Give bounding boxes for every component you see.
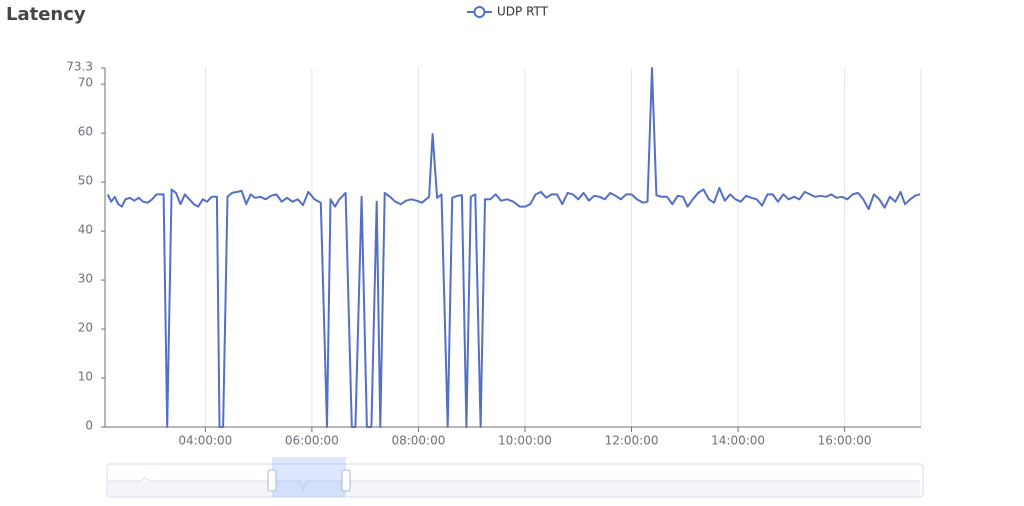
zoom-move-handle[interactable] [272, 457, 346, 464]
y-tick-label: 30 [78, 272, 93, 286]
zoom-handle-right[interactable] [341, 469, 351, 492]
x-tick-label: 10:00:00 [498, 434, 552, 448]
y-tick-label: 10 [78, 370, 93, 384]
zoom-preview [108, 481, 920, 496]
data-zoom[interactable] [106, 457, 924, 498]
zoom-window[interactable] [272, 464, 346, 497]
legend-marker [473, 6, 486, 18]
x-tick-label: 08:00:00 [391, 434, 445, 448]
x-tick-label: 16:00:00 [818, 434, 872, 448]
x-tick-label: 12:00:00 [605, 434, 659, 448]
legend-item[interactable]: UDP RTT [467, 5, 549, 19]
legend-label: UDP RTT [497, 5, 549, 19]
y-tick-label: 73.3 [66, 60, 93, 74]
y-tick-label: 40 [78, 223, 93, 237]
x-tick-label: 04:00:00 [178, 434, 232, 448]
y-tick-label: 70 [78, 76, 93, 90]
chart-title: Latency [6, 4, 86, 25]
y-tick-label: 60 [78, 125, 93, 139]
zoom-preview-line [108, 477, 920, 492]
x-tick-label: 06:00:00 [285, 434, 339, 448]
x-tick-label: 14:00:00 [711, 434, 765, 448]
y-tick-label: 0 [85, 419, 93, 433]
series-line [106, 67, 921, 428]
y-tick-label: 20 [78, 321, 93, 335]
zoom-handle-left[interactable] [267, 469, 277, 492]
y-tick-label: 50 [78, 174, 93, 188]
